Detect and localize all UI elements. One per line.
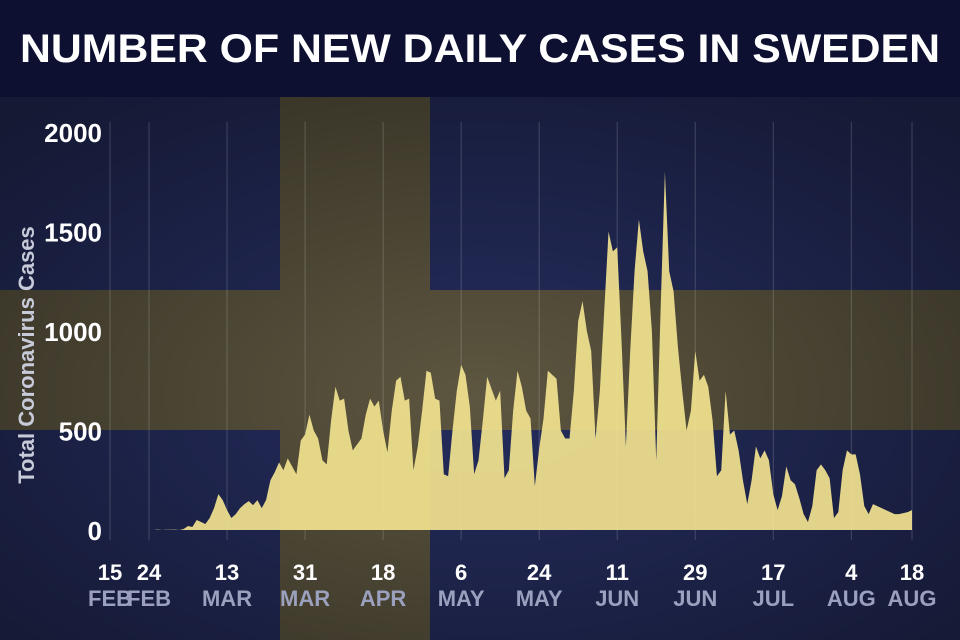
chart-title: NUMBER OF NEW DAILY CASES IN SWEDEN — [20, 27, 940, 71]
x-tick-label: 6 MAY — [438, 560, 485, 611]
x-tick-label: 24 FEB — [127, 560, 171, 611]
title-banner — [0, 0, 960, 97]
x-tick-label: 13 MAR — [202, 560, 252, 611]
x-tick-label: 18 APR — [360, 560, 407, 611]
y-axis-label: Total Coronavirus Cases — [14, 226, 39, 484]
y-tick-label: 500 — [59, 417, 102, 447]
area — [110, 171, 912, 531]
plot — [110, 171, 912, 531]
x-tick-label: 11 JUN — [595, 560, 639, 611]
y-tick-label: 1500 — [44, 218, 102, 248]
x-tick-label: 31 MAR — [280, 560, 330, 611]
x-tick-label: 17 JUL — [752, 560, 794, 611]
x-tick-label: 24 MAY — [516, 560, 563, 611]
x-tick-label: 29 JUN — [673, 560, 717, 611]
x-tick-label: 18 AUG — [888, 560, 937, 611]
y-tick-label: 0 — [88, 516, 102, 546]
x-tick-label: 4 AUG — [827, 560, 876, 611]
y-tick-label: 1000 — [44, 317, 102, 347]
x-tick-label: 15 FEB — [88, 560, 132, 611]
y-tick-label: 2000 — [44, 118, 102, 148]
vignette — [0, 97, 960, 640]
